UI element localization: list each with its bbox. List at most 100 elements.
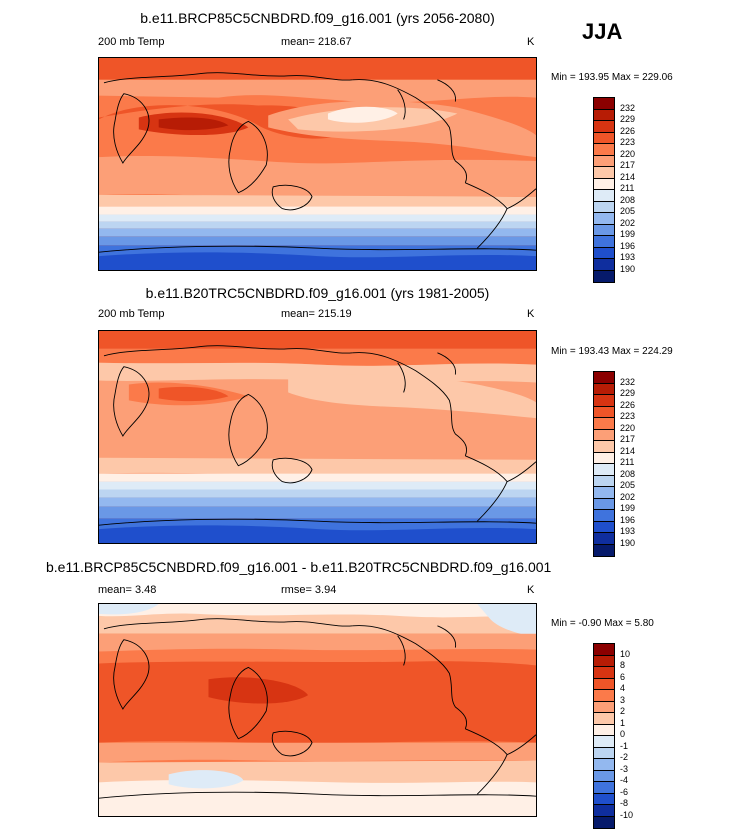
colorbar-tick: 208	[620, 194, 636, 205]
panel3-minmax-label: Min = -0.90 Max = 5.80	[551, 618, 654, 629]
colorbar-swatch	[594, 701, 614, 713]
panel2-units-label: K	[527, 308, 535, 320]
panel1-minmax-label: Min = 193.95 Max = 229.06	[551, 72, 673, 83]
panel1-variable-label: 200 mb Temp	[98, 36, 165, 48]
colorbar-swatch	[594, 782, 614, 794]
colorbar-tick: 0	[620, 729, 626, 739]
colorbar-tick: -10	[620, 809, 634, 820]
colorbar-tick: 217	[620, 434, 636, 444]
colorbar-tick: 232	[620, 376, 636, 387]
colorbar-tick: 211	[620, 183, 635, 193]
colorbar-tick: 217	[620, 160, 636, 170]
colorbar-swatch	[594, 667, 614, 679]
colorbar-tick: 232	[620, 102, 636, 113]
colorbar-swatch	[594, 713, 614, 725]
colorbar-tick: 202	[620, 217, 636, 228]
colorbar-swatch	[594, 132, 614, 144]
colorbar-swatch	[594, 178, 614, 190]
colorbar-swatch	[594, 190, 614, 202]
colorbar-swatch	[594, 736, 614, 748]
colorbar-tick: 190	[620, 537, 636, 548]
colorbar-tick: -1	[620, 740, 629, 751]
colorbar-tick: 214	[620, 445, 636, 456]
colorbar-swatch	[594, 770, 614, 782]
colorbar-swatch	[594, 270, 614, 282]
colorbar-swatch	[594, 144, 614, 156]
colorbar-tick: 223	[620, 411, 636, 421]
colorbar-swatch	[594, 487, 614, 499]
panel3-map	[98, 603, 537, 817]
colorbar-swatch	[594, 655, 614, 667]
colorbar-tick: 220	[620, 422, 636, 433]
panel2-minmax-label: Min = 193.43 Max = 224.29	[551, 346, 673, 357]
colorbar-tick: 8	[620, 660, 626, 670]
colorbar-swatch	[594, 418, 614, 430]
colorbar-swatch	[594, 213, 614, 225]
colorbar-tick: 202	[620, 491, 636, 502]
colorbar-tick: 226	[620, 399, 636, 410]
panel3-mean-label: mean= 3.48	[98, 584, 157, 596]
colorbar-swatch	[594, 406, 614, 418]
colorbar-tick: 205	[620, 480, 636, 490]
colorbar-tick: 205	[620, 206, 636, 216]
panel3-colorbar	[593, 643, 615, 829]
panel3-title: b.e11.BRCP85C5CNBDRD.f09_g16.001 - b.e11…	[46, 559, 552, 575]
colorbar-tick: 220	[620, 148, 636, 159]
colorbar-swatch	[594, 464, 614, 476]
colorbar-tick: 229	[620, 114, 636, 124]
colorbar-tick: 211	[620, 457, 635, 467]
colorbar-swatch	[594, 167, 614, 179]
colorbar-tick: 199	[620, 229, 636, 239]
colorbar-tick: 199	[620, 503, 636, 513]
colorbar-swatch	[594, 372, 614, 384]
panel3-rmse-label: rmse= 3.94	[281, 584, 337, 596]
colorbar-swatch	[594, 544, 614, 556]
colorbar-tick: 6	[620, 671, 626, 682]
colorbar-swatch	[594, 452, 614, 464]
colorbar-tick: -2	[620, 752, 629, 762]
colorbar-swatch	[594, 236, 614, 248]
colorbar-swatch	[594, 690, 614, 702]
colorbar-tick: 193	[620, 252, 636, 262]
panel1-mean-label: mean= 218.67	[281, 36, 352, 48]
colorbar-swatch	[594, 521, 614, 533]
colorbar-tick: -6	[620, 786, 629, 797]
colorbar-swatch	[594, 441, 614, 453]
colorbar-swatch	[594, 429, 614, 441]
colorbar-swatch	[594, 383, 614, 395]
colorbar-tick: 1	[620, 717, 626, 728]
panel2-variable-label: 200 mb Temp	[98, 308, 165, 320]
colorbar-tick: 208	[620, 468, 636, 479]
panel3-units-label: K	[527, 584, 535, 596]
colorbar-tick: 10	[620, 648, 631, 659]
colorbar-swatch	[594, 747, 614, 759]
colorbar-swatch	[594, 224, 614, 236]
colorbar-tick: 196	[620, 240, 636, 251]
colorbar-swatch	[594, 259, 614, 271]
panel1-map	[98, 57, 537, 271]
panel2-colorbar	[593, 371, 615, 557]
panel1-title: b.e11.BRCP85C5CNBDRD.f09_g16.001 (yrs 20…	[140, 10, 495, 26]
colorbar-tick: 226	[620, 125, 636, 136]
colorbar-tick: 4	[620, 683, 626, 693]
panel1-colorbar	[593, 97, 615, 283]
colorbar-swatch	[594, 247, 614, 259]
colorbar-swatch	[594, 759, 614, 771]
colorbar-swatch	[594, 98, 614, 110]
colorbar-swatch	[594, 793, 614, 805]
colorbar-tick: 214	[620, 171, 636, 182]
panel2-mean-label: mean= 215.19	[281, 308, 352, 320]
colorbar-swatch	[594, 724, 614, 736]
colorbar-tick: 193	[620, 526, 636, 536]
colorbar-tick: 2	[620, 706, 626, 716]
colorbar-swatch	[594, 678, 614, 690]
colorbar-tick: 190	[620, 263, 636, 274]
colorbar-swatch	[594, 644, 614, 656]
colorbar-swatch	[594, 155, 614, 167]
colorbar-swatch	[594, 121, 614, 133]
colorbar-tick: -8	[620, 798, 629, 808]
colorbar-swatch	[594, 498, 614, 510]
season-label: JJA	[582, 19, 623, 44]
colorbar-swatch	[594, 475, 614, 487]
colorbar-swatch	[594, 201, 614, 213]
